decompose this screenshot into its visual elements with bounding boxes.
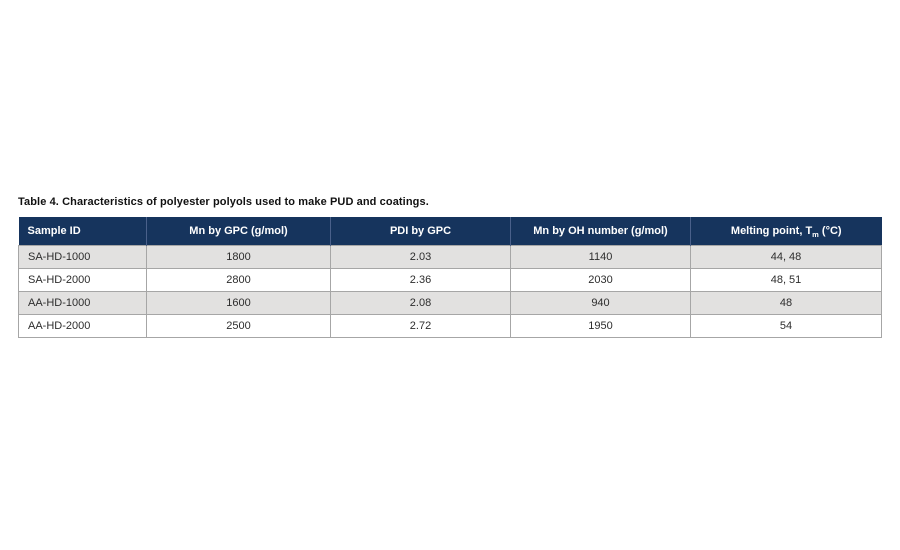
polyols-table: Sample ID Mn by GPC (g/mol) PDI by GPC M… [18, 217, 882, 338]
table-row: SA-HD-2000 2800 2.36 2030 48, 51 [18, 267, 882, 292]
cell-melting-point: 48 [690, 290, 882, 315]
cell-pdi-by-gpc: 2.72 [330, 313, 511, 338]
cell-sample-id: AA-HD-2000 [18, 313, 147, 338]
cell-mn-by-oh-number: 940 [510, 290, 691, 315]
table-row: SA-HD-1000 1800 2.03 1140 44, 48 [18, 244, 882, 269]
cell-sample-id: SA-HD-2000 [18, 267, 147, 292]
cell-mn-by-oh-number: 1950 [510, 313, 691, 338]
cell-mn-by-oh-number: 2030 [510, 267, 691, 292]
table-caption: Table 4. Characteristics of polyester po… [18, 196, 429, 208]
cell-melting-point: 44, 48 [690, 244, 882, 269]
melting-point-label-post: (°C) [818, 224, 842, 237]
melting-point-label-pre: Melting point, T [730, 224, 813, 237]
cell-sample-id: SA-HD-1000 [18, 244, 147, 269]
cell-mn-by-gpc: 1800 [146, 244, 331, 269]
cell-mn-by-gpc: 2500 [146, 313, 331, 338]
cell-sample-id: AA-HD-1000 [18, 290, 147, 315]
header-row: Sample ID Mn by GPC (g/mol) PDI by GPC M… [18, 217, 882, 245]
header-sample-id: Sample ID [18, 217, 147, 245]
cell-pdi-by-gpc: 2.36 [330, 267, 511, 292]
table-body: SA-HD-1000 1800 2.03 1140 44, 48 SA-HD-2… [18, 244, 882, 338]
header-pdi-by-gpc: PDI by GPC [330, 217, 511, 245]
header-melting-point: Melting point, Tm (°C) [690, 217, 882, 245]
cell-melting-point: 54 [690, 313, 882, 338]
header-mn-by-gpc: Mn by GPC (g/mol) [146, 217, 331, 245]
header-mn-by-oh-number: Mn by OH number (g/mol) [510, 217, 691, 245]
table-figure: Table 4. Characteristics of polyester po… [18, 196, 882, 338]
cell-mn-by-gpc: 2800 [146, 267, 331, 292]
cell-pdi-by-gpc: 2.08 [330, 290, 511, 315]
table-row: AA-HD-1000 1600 2.08 940 48 [18, 290, 882, 315]
melting-point-subscript: m [812, 229, 819, 239]
table-row: AA-HD-2000 2500 2.72 1950 54 [18, 313, 882, 338]
cell-pdi-by-gpc: 2.03 [330, 244, 511, 269]
cell-mn-by-oh-number: 1140 [510, 244, 691, 269]
cell-melting-point: 48, 51 [690, 267, 882, 292]
cell-mn-by-gpc: 1600 [146, 290, 331, 315]
